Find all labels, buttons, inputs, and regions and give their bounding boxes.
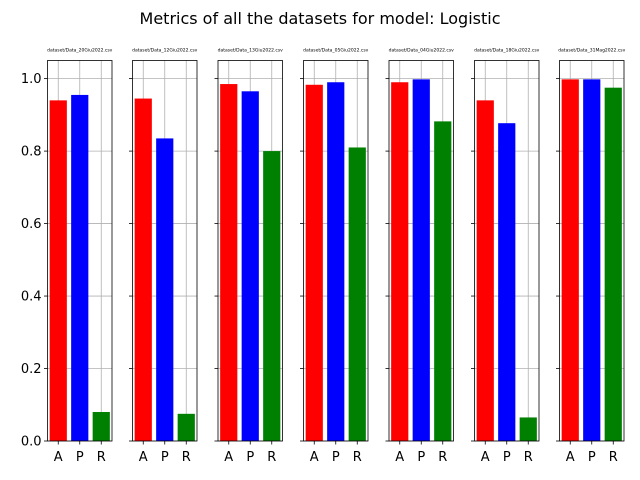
bar-R [434,121,452,441]
y-tick-label: 0.2 [21,362,42,377]
bar-R [348,147,366,441]
x-tick-label: R [438,450,447,465]
x-tick-label: A [395,450,404,465]
x-tick-label: A [54,450,63,465]
bar-R [519,417,537,441]
x-tick-label: A [139,450,148,465]
bar-R [263,151,281,441]
x-tick-label: R [267,450,276,465]
x-tick-label: P [588,450,596,465]
bar-R [177,413,195,441]
subplot-title: dataset/Data_13Giu2022.csv [218,48,284,54]
bar-P [498,123,516,442]
subplots: 0.00.20.40.60.81.0A P Rdataset/Data_20Giu2… [21,48,626,466]
bar-A [49,100,67,441]
x-tick-label: A [481,450,490,465]
x-tick-label: R [609,450,618,465]
y-tick-label: 0.8 [21,145,42,160]
x-tick-label: P [246,450,254,465]
subplot-title: dataset/Data_05Giu2022.csv [303,48,369,54]
chart-title: Metrics of all the datasets for model: L… [140,9,501,28]
subplot-1: 0.0 0.2 0.4 0.6 0.8 1.0 A P Rdataset/Data_20Giu2… [21,48,113,466]
bar-P [241,91,259,442]
x-tick-label: P [417,450,425,465]
y-tick-label: 1.0 [21,72,42,87]
bar-P [327,82,345,441]
subplot-title: dataset/Data_20Giu2022.csv [47,48,113,54]
x-tick-label: A [310,450,319,465]
bar-P [71,94,89,441]
x-tick-label: P [503,450,511,465]
x-tick-label: R [524,450,533,465]
bar-P [156,138,174,441]
x-tick-label: P [76,450,84,465]
bar-P [583,79,601,441]
x-tick-label: P [332,450,340,465]
x-tick-label: R [97,450,106,465]
subplot-title: dataset/Data_31Mag2022.csv [558,48,625,54]
subplot-title: dataset/Data_04Giu2022.csv [389,48,455,54]
x-tick-label: R [353,450,362,465]
subplot-title: dataset/Data_18Giu2022.csv [474,48,540,54]
y-tick-label: 0.6 [21,217,42,232]
x-tick-label: A [224,450,233,465]
bar-R [92,412,110,441]
bar-A [134,98,152,442]
bar-P [412,79,430,441]
bar-R [604,87,622,441]
bar-A [220,84,238,442]
bar-A [391,82,409,441]
bar-A [305,84,323,441]
y-tick-label: 0.0 [21,435,42,450]
bar-A [561,79,579,441]
subplot-title: dataset/Data_12Giu2022.csv [132,48,198,54]
x-tick-label: R [182,450,191,465]
x-tick-label: P [161,450,169,465]
bar-A [476,100,494,441]
x-tick-label: A [566,450,575,465]
y-tick-label: 0.4 [21,290,42,305]
